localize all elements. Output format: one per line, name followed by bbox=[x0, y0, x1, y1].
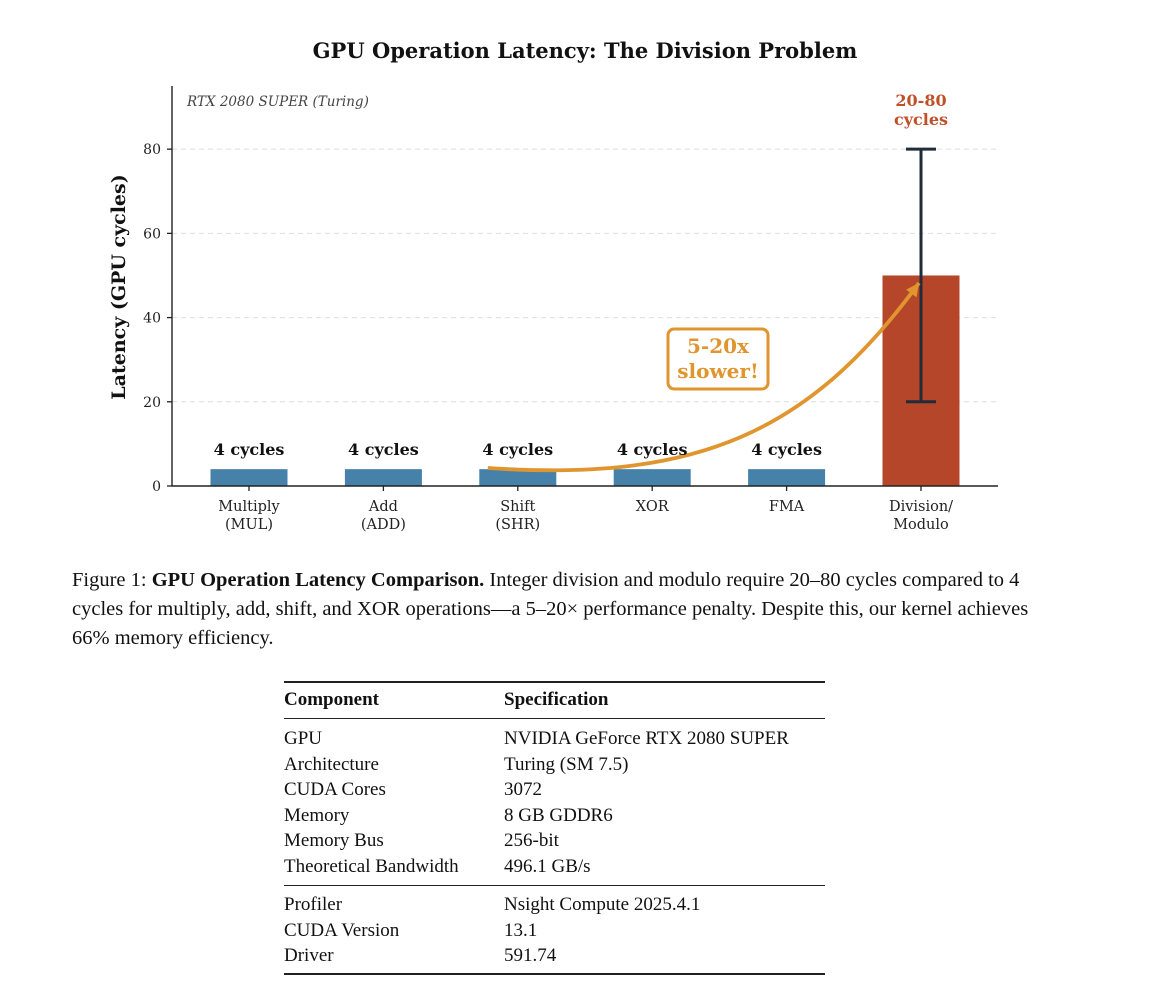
row-label: Driver bbox=[284, 945, 334, 966]
table-row: CUDA Cores 3072 bbox=[284, 777, 825, 803]
x-tick-label: Division/Modulo bbox=[889, 499, 953, 533]
spec-table: Component Specification GPU NVIDIA GeForc… bbox=[284, 681, 825, 975]
x-tick-label-line: (SHR) bbox=[495, 517, 540, 533]
x-tick-label: Shift (SHR) bbox=[495, 499, 540, 533]
bar bbox=[210, 469, 288, 486]
annotation-text: 5-20x slower! bbox=[677, 334, 758, 383]
row-value: 13.1 bbox=[504, 919, 538, 941]
row-value: NVIDIA GeForce RTX 2080 SUPER bbox=[504, 728, 789, 749]
x-tick-label: XOR bbox=[636, 499, 670, 515]
chart-title: GPU Operation Latency: The Division Prob… bbox=[313, 38, 858, 63]
annotation-arrow bbox=[487, 281, 921, 473]
caption-prefix: Figure 1: bbox=[72, 569, 152, 591]
latency-chart: GPU Operation Latency: The Division Prob… bbox=[108, 38, 998, 533]
row-label: Profiler bbox=[284, 894, 343, 915]
figure-caption: Figure 1: GPU Operation Latency Comparis… bbox=[72, 566, 1052, 653]
row-label: Theoretical Bandwidth bbox=[284, 855, 459, 877]
y-tick-label: 0 bbox=[152, 479, 161, 495]
bar bbox=[344, 469, 422, 486]
table-row: Driver 591.74 bbox=[284, 943, 825, 974]
header-specification: Specification bbox=[504, 689, 609, 710]
x-tick-label: Multiply (MUL) bbox=[218, 499, 280, 533]
annotation-arrow-head bbox=[906, 283, 919, 298]
y-tick-label: 60 bbox=[143, 226, 161, 242]
bar bbox=[613, 469, 691, 486]
x-tick-label: Add (ADD) bbox=[361, 499, 406, 533]
y-tick-label: 40 bbox=[143, 311, 161, 327]
row-label: Memory Bus bbox=[284, 830, 384, 851]
y-axis-label: Latency (GPU cycles) bbox=[108, 174, 130, 399]
annotation-text-line: slower! bbox=[677, 359, 758, 383]
table-row: Memory Bus 256-bit bbox=[284, 828, 825, 854]
y-tick-label: 20 bbox=[143, 395, 161, 411]
row-value: 591.74 bbox=[504, 945, 557, 966]
data-label: 4 cycles bbox=[617, 440, 688, 459]
data-label: 4 cycles bbox=[214, 440, 285, 459]
x-tick-label-line: Modulo bbox=[893, 517, 949, 533]
row-label: Architecture bbox=[284, 753, 379, 775]
caption-body: Integer division and modulo require 20–8… bbox=[72, 569, 1029, 649]
data-label: 4 cycles bbox=[348, 440, 419, 459]
data-label-division-line: cycles bbox=[894, 110, 948, 129]
caption-title: GPU Operation Latency Comparison. bbox=[151, 569, 485, 591]
bar bbox=[748, 469, 826, 486]
row-value: Turing (SM 7.5) bbox=[504, 753, 629, 775]
x-tick-label-line: Shift bbox=[500, 499, 535, 515]
annotation-box bbox=[666, 327, 770, 391]
bar bbox=[479, 469, 557, 486]
row-label: GPU bbox=[284, 728, 323, 749]
row-label: Memory bbox=[284, 804, 350, 826]
row-value: 256-bit bbox=[504, 830, 559, 851]
x-tick-label-line: Division/ bbox=[889, 499, 953, 515]
data-label: 4 cycles bbox=[751, 440, 822, 459]
table-row: Theoretical Bandwidth 496.1 GB/s bbox=[284, 854, 825, 886]
x-tick-label-line: XOR bbox=[636, 499, 670, 515]
data-label-division: 20-80 cycles bbox=[894, 91, 948, 129]
row-value: Nsight Compute 2025.4.1 bbox=[504, 894, 701, 915]
table-row: GPU NVIDIA GeForce RTX 2080 SUPER bbox=[284, 719, 825, 752]
table-row: Architecture Turing (SM 7.5) bbox=[284, 752, 825, 778]
x-tick-label-line: Add bbox=[368, 499, 398, 515]
chart-subtitle: RTX 2080 SUPER (Turing) bbox=[186, 94, 369, 110]
x-tick-label-line: (ADD) bbox=[361, 517, 406, 533]
annotation-text-line: 5-20x bbox=[687, 334, 750, 358]
row-value: 496.1 GB/s bbox=[504, 855, 591, 877]
data-label: 4 cycles bbox=[482, 440, 553, 459]
table-row: CUDA Version 13.1 bbox=[284, 918, 825, 944]
row-label: CUDA Cores bbox=[284, 779, 386, 800]
table-row: Profiler Nsight Compute 2025.4.1 bbox=[284, 886, 825, 918]
header-component: Component bbox=[284, 689, 380, 710]
x-tick-label-line: (MUL) bbox=[225, 517, 273, 533]
x-tick-label-line: FMA bbox=[769, 499, 805, 515]
x-tick-label-line: Multiply bbox=[218, 499, 280, 515]
table-header-row: Component Specification bbox=[284, 682, 825, 719]
x-tick-label: FMA bbox=[769, 499, 805, 515]
row-value: 3072 bbox=[504, 779, 542, 800]
row-value: 8 GB GDDR6 bbox=[504, 804, 613, 826]
row-label: CUDA Version bbox=[284, 919, 400, 941]
table-row: Memory 8 GB GDDR6 bbox=[284, 803, 825, 829]
y-tick-label: 80 bbox=[143, 142, 161, 158]
data-label-division-line: 20-80 bbox=[895, 91, 946, 110]
